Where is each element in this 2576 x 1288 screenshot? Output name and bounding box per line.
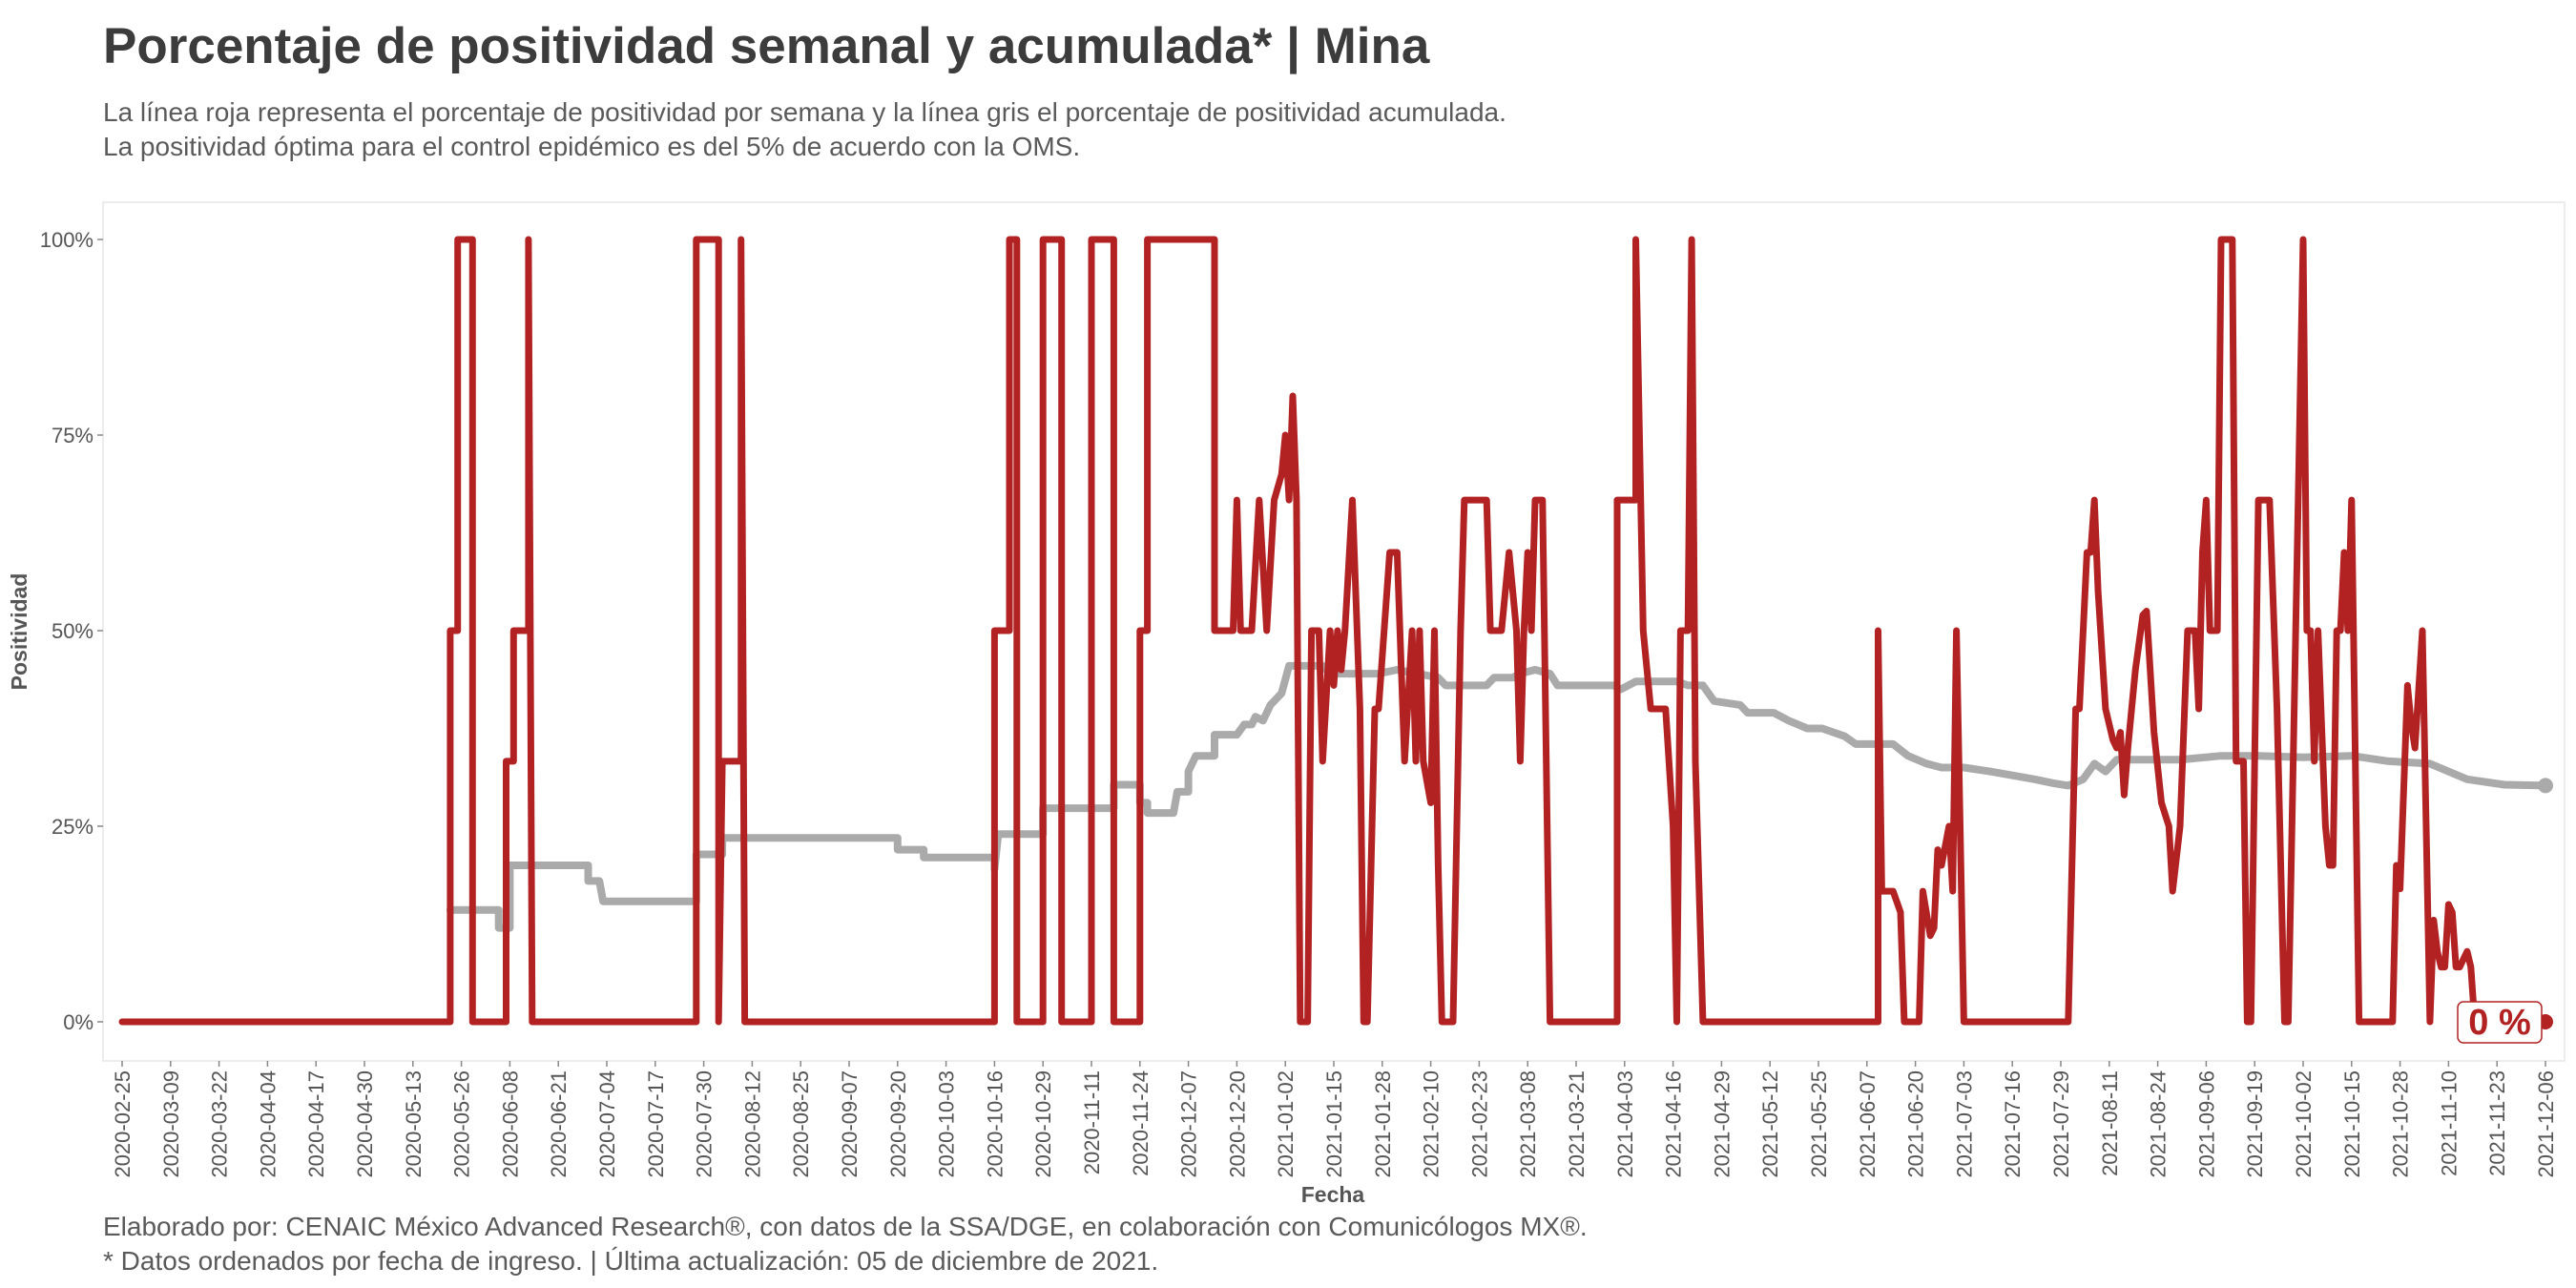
x-tick-label: 2020-06-21 — [547, 1070, 571, 1178]
y-axis: 0% 25% 50% 75% 100% — [40, 228, 103, 1034]
x-tick-label: 2021-12-06 — [2534, 1070, 2558, 1178]
x-tick-label: 2021-10-02 — [2292, 1070, 2316, 1178]
x-tick-label: 2021-10-28 — [2389, 1070, 2413, 1178]
x-tick-label: 2021-10-15 — [2340, 1070, 2364, 1178]
x-tick-label: 2020-05-13 — [402, 1070, 426, 1178]
y-tick-label: 0% — [63, 1010, 93, 1034]
x-tick-label: 2020-07-30 — [693, 1070, 717, 1178]
x-tick-label: 2021-02-23 — [1467, 1070, 1491, 1178]
x-tick-label: 2020-10-03 — [935, 1070, 959, 1178]
x-tick-label: 2020-10-16 — [983, 1070, 1007, 1178]
x-tick-label: 2020-12-07 — [1177, 1070, 1201, 1178]
x-tick-label: 2021-02-10 — [1420, 1070, 1444, 1178]
x-axis: 2020-02-25 2020-03-09 2020-03-22 2020-04-04… — [111, 1061, 2558, 1178]
x-tick-label: 2021-06-07 — [1856, 1070, 1880, 1178]
x-tick-label: 2021-07-03 — [1952, 1070, 1976, 1178]
x-tick-label: 2021-05-25 — [1807, 1070, 1831, 1178]
x-tick-label: 2021-11-10 — [2437, 1070, 2461, 1176]
x-tick-label: 2020-10-29 — [1031, 1070, 1055, 1178]
x-tick-label: 2021-09-06 — [2194, 1070, 2218, 1178]
x-axis-title: Fecha — [1301, 1182, 1365, 1207]
chart-title: Porcentaje de positividad semanal y acum… — [103, 18, 1430, 74]
y-tick-label: 50% — [52, 619, 93, 643]
y-axis-title: Positividad — [7, 573, 31, 691]
chart-subtitle: La línea roja representa el porcentaje d… — [103, 95, 1506, 164]
x-tick-label: 2020-07-04 — [595, 1070, 619, 1178]
x-tick-label: 2021-03-08 — [1516, 1070, 1540, 1178]
x-tick-label: 2021-04-03 — [1613, 1070, 1637, 1178]
x-tick-label: 2021-07-29 — [2049, 1070, 2073, 1178]
cumulative-last-point — [2538, 778, 2553, 794]
series-layer — [118, 236, 2553, 1029]
x-tick-label: 2020-08-12 — [740, 1070, 764, 1178]
last-value-text: 0 % — [2468, 1003, 2530, 1043]
x-tick-label: 2021-01-02 — [1274, 1070, 1298, 1178]
x-tick-label: 2020-03-22 — [208, 1070, 232, 1178]
x-tick-label: 2021-09-19 — [2243, 1070, 2267, 1178]
x-tick-label: 2020-04-04 — [256, 1070, 280, 1178]
x-tick-label: 2020-12-20 — [1225, 1070, 1249, 1178]
x-tick-label: 2021-04-29 — [1710, 1070, 1734, 1178]
x-tick-label: 2020-03-09 — [159, 1070, 183, 1178]
x-tick-label: 2020-06-08 — [498, 1070, 522, 1178]
x-tick-label: 2021-03-21 — [1565, 1070, 1589, 1178]
cumulative-positivity-line — [446, 661, 2549, 932]
last-value-box — [2457, 1001, 2543, 1044]
weekly-positivity-line — [118, 236, 2549, 1026]
caption-line-2: * Datos ordenados por fecha de ingreso. … — [103, 1246, 1159, 1276]
x-tick-label: 2021-07-16 — [2001, 1070, 2025, 1178]
y-tick-label: 75% — [52, 424, 93, 447]
chart-caption: Elaborado por: CENAIC México Advanced Re… — [103, 1210, 1588, 1278]
caption-line-1: Elaborado por: CENAIC México Advanced Re… — [103, 1212, 1588, 1241]
x-tick-label: 2020-08-25 — [789, 1070, 813, 1178]
subtitle-line-2: La positividad óptima para el control ep… — [103, 132, 1081, 161]
last-value-label: 0 % — [2457, 1001, 2543, 1044]
x-tick-label: 2020-05-26 — [450, 1070, 474, 1178]
x-tick-label: 2021-01-28 — [1371, 1070, 1395, 1178]
x-tick-label: 2020-11-11 — [1080, 1070, 1104, 1174]
x-tick-label: 2021-08-24 — [2147, 1070, 2171, 1178]
x-tick-label: 2021-08-11 — [2098, 1070, 2122, 1176]
x-tick-label: 2020-02-25 — [111, 1070, 135, 1178]
x-tick-label: 2021-11-23 — [2485, 1070, 2509, 1176]
x-tick-label: 2020-04-17 — [304, 1070, 328, 1178]
x-tick-label: 2020-04-30 — [353, 1070, 377, 1178]
x-tick-label: 2021-06-20 — [1904, 1070, 1928, 1178]
x-tick-label: 2021-04-16 — [1662, 1070, 1686, 1178]
x-tick-label: 2021-05-12 — [1758, 1070, 1782, 1178]
subtitle-line-1: La línea roja representa el porcentaje d… — [103, 97, 1506, 127]
y-tick-label: 25% — [52, 815, 93, 839]
x-tick-label: 2020-11-24 — [1129, 1070, 1153, 1176]
x-tick-label: 2020-09-07 — [838, 1070, 862, 1178]
x-tick-label: 2020-07-17 — [644, 1070, 668, 1178]
x-tick-label: 2020-09-20 — [886, 1070, 910, 1178]
x-tick-label: 2021-01-15 — [1322, 1070, 1346, 1178]
y-tick-label: 100% — [40, 228, 93, 252]
